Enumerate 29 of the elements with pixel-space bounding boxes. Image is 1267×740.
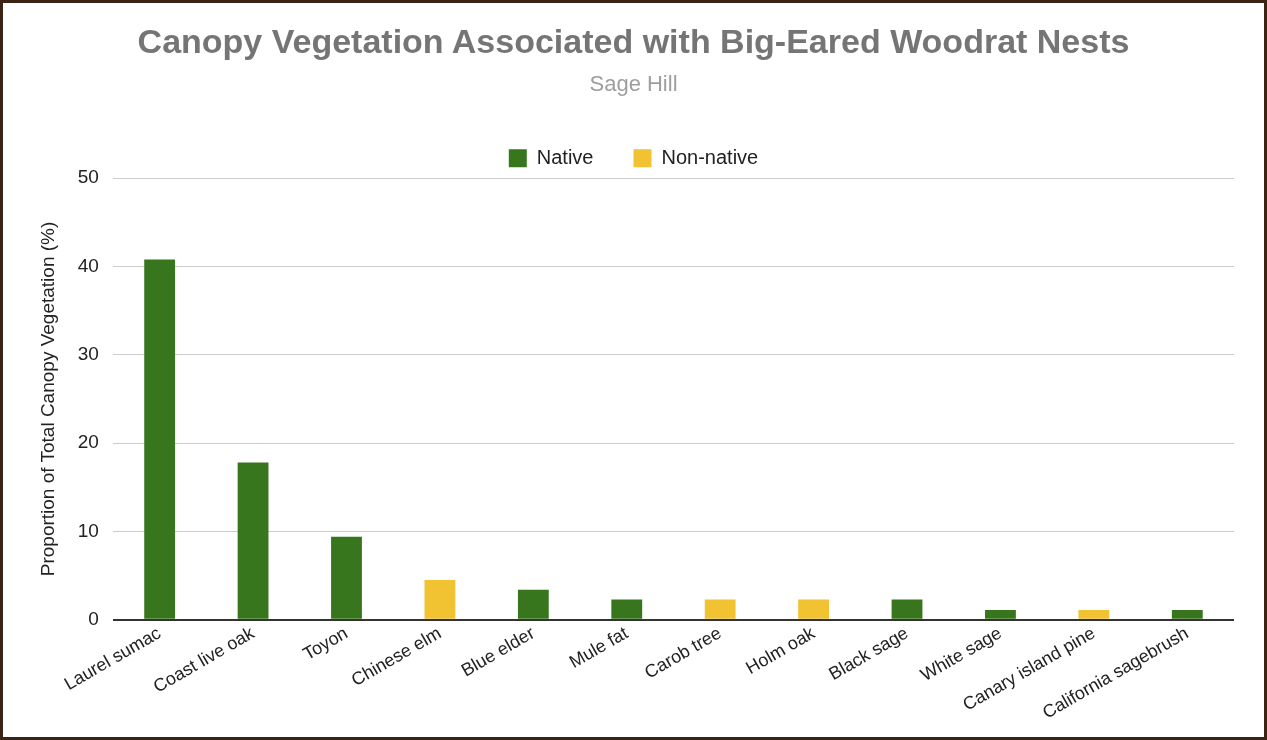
bar — [144, 259, 176, 619]
x-tick-label: Mule fat — [565, 622, 632, 672]
y-tick-label: 20 — [77, 431, 99, 453]
bar — [517, 589, 549, 619]
x-tick-label: Blue elder — [457, 622, 538, 681]
chart-subtitle: Sage Hill — [589, 71, 678, 97]
bar — [424, 580, 456, 619]
bar — [611, 599, 643, 619]
legend-label: Non-native — [661, 145, 759, 168]
bar — [237, 462, 269, 619]
bar — [1171, 610, 1203, 619]
bar — [704, 599, 736, 619]
y-tick-label: 50 — [77, 166, 99, 188]
y-tick-label: 30 — [77, 343, 99, 365]
x-tick-label: Toyon — [299, 622, 351, 664]
x-tick-label: Black sage — [825, 622, 912, 684]
y-tick-label: 0 — [88, 607, 99, 629]
legend-label: Native — [536, 145, 594, 168]
bar — [891, 599, 923, 619]
chart-title: Canopy Vegetation Associated with Big-Eared Woodrat Nests — [137, 21, 1130, 60]
bar — [798, 599, 830, 619]
bar — [1078, 610, 1110, 619]
y-tick-label: 10 — [77, 519, 99, 541]
x-tick-label: Carob tree — [641, 622, 725, 683]
y-tick-label: 40 — [77, 254, 99, 276]
bar — [985, 610, 1016, 619]
y-axis-title: Proportion of Total Canopy Vegetation (%) — [36, 221, 58, 577]
bar — [331, 536, 362, 619]
x-tick-label: Holm oak — [742, 622, 819, 678]
